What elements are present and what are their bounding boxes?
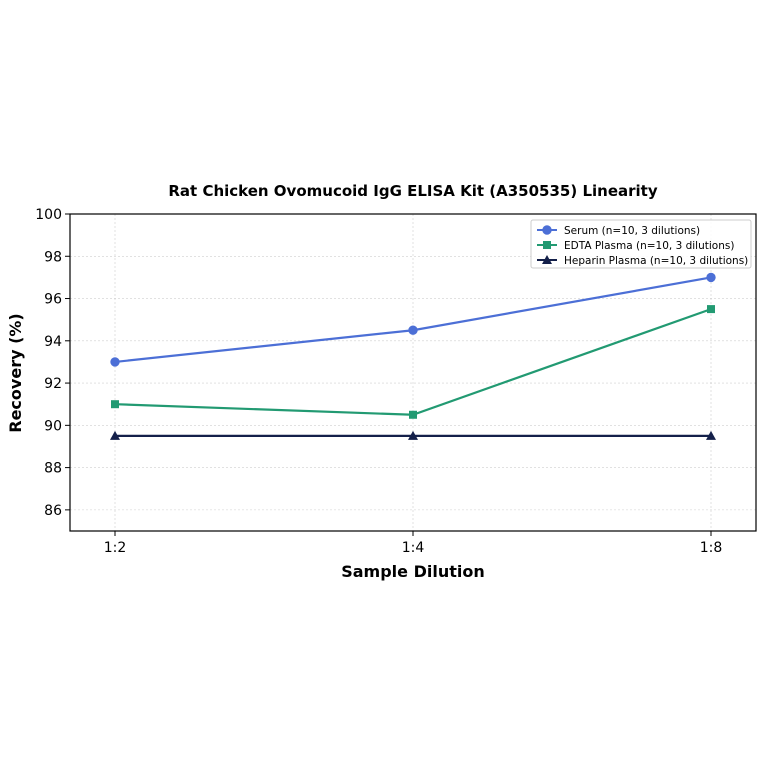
data-point: [408, 325, 418, 335]
x-tick-label: 1:2: [104, 540, 127, 556]
y-tick-label: 96: [44, 292, 62, 308]
legend: Serum (n=10, 3 dilutions) EDTA Plasma (n=…: [530, 219, 752, 269]
series-2: [111, 305, 715, 419]
y-tick-label: 98: [44, 249, 62, 265]
x-tick-label: 1:8: [700, 540, 723, 556]
data-point: [706, 430, 716, 440]
legend-item: EDTA Plasma (n=10, 3 dilutions): [537, 240, 734, 252]
data-point: [707, 305, 715, 314]
axes: 86 88 90 92 94 96 98 100 1:2 1:4 1:8: [35, 207, 722, 556]
series-1: [110, 272, 716, 367]
legend-label: Heparin Plasma (n=10, 3 dilutions): [564, 255, 748, 267]
legend-item: Heparin Plasma (n=10, 3 dilutions): [537, 255, 748, 267]
data-point: [110, 430, 120, 440]
y-tick-label: 88: [44, 461, 62, 477]
legend-marker: [543, 241, 551, 249]
legend-marker: [542, 225, 552, 235]
legend-item: Serum (n=10, 3 dilutions): [537, 225, 700, 237]
series-3: [110, 430, 716, 440]
x-axis-label: Sample Dilution: [341, 562, 485, 581]
y-tick-label: 100: [35, 207, 62, 223]
y-tick-label: 92: [44, 376, 62, 392]
legend-label: Serum (n=10, 3 dilutions): [564, 225, 700, 237]
y-tick-label: 94: [44, 334, 62, 350]
data-point: [110, 357, 120, 367]
data-point: [706, 272, 716, 283]
y-tick-label: 90: [44, 418, 62, 434]
legend-box: [530, 219, 752, 269]
chart-title: Rat Chicken Ovomucoid IgG ELISA Kit (A35…: [168, 182, 657, 200]
data-point: [111, 400, 119, 409]
series-layer: [110, 272, 716, 440]
y-axis-label: Recovery (%): [6, 313, 25, 432]
y-tick-label: 86: [44, 503, 62, 519]
legend-marker: [542, 255, 552, 264]
data-point: [409, 410, 417, 419]
data-point: [408, 430, 418, 440]
x-tick-label: 1:4: [402, 540, 425, 556]
legend-label: EDTA Plasma (n=10, 3 dilutions): [564, 240, 734, 252]
